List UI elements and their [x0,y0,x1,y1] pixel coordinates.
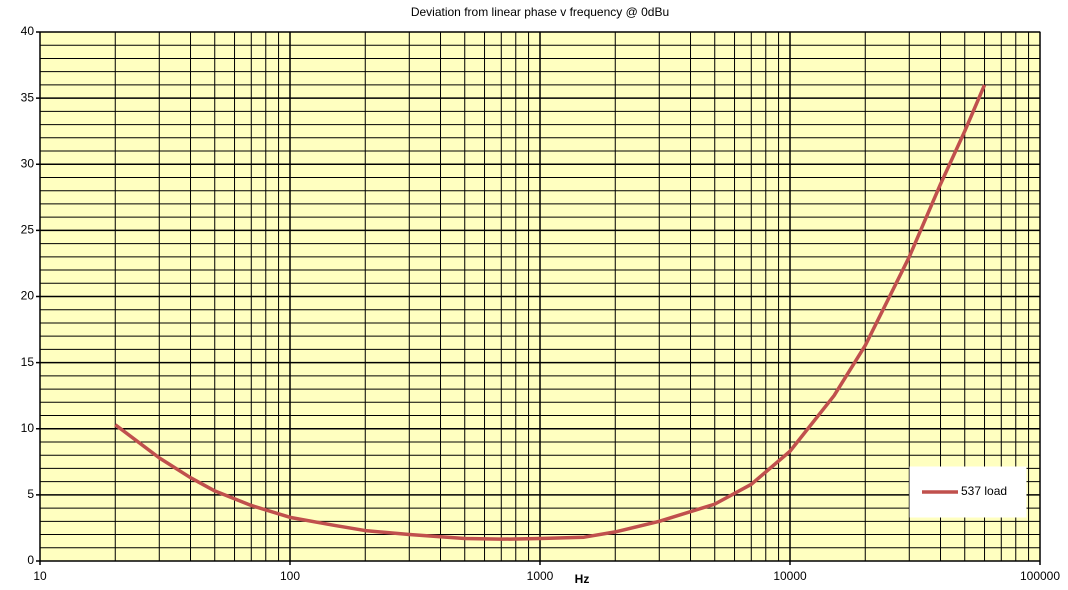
data-line [114,84,987,541]
y-tick-label: 15 [21,355,35,369]
chart-title: Deviation from linear phase v frequency … [411,5,669,19]
x-axis-label: Hz [575,572,590,586]
x-tick-label: 100000 [1020,569,1060,583]
legend-label: 537 load [961,484,1007,498]
x-tick-label: 1000 [527,569,554,583]
y-tick-label: 5 [27,487,34,501]
x-tick-label: 10000 [773,569,807,583]
y-tick-label: 30 [21,156,35,170]
y-tick-label: 40 [21,24,35,38]
y-tick-label: 0 [27,553,34,567]
y-tick-label: 20 [21,289,35,303]
x-tick-label: 10 [33,569,47,583]
x-tick-label: 100 [280,569,300,583]
y-tick-label: 10 [21,421,35,435]
y-tick-label: 35 [21,90,35,104]
y-tick-label: 25 [21,223,35,237]
legend: 537 load [909,466,1027,518]
